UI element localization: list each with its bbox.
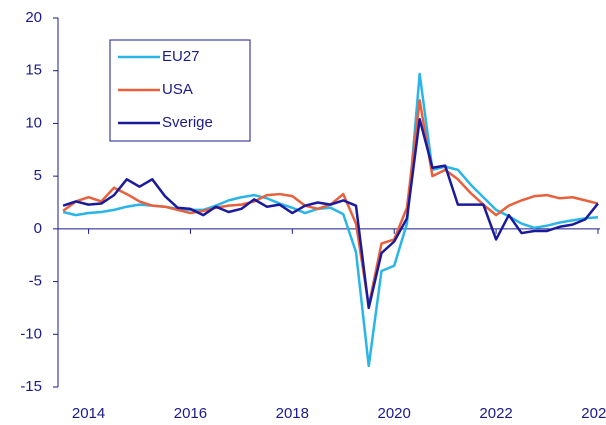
y-tick-label: -5 (29, 273, 42, 290)
x-tick-label: 2016 (174, 405, 207, 422)
legend-label: EU27 (162, 48, 200, 65)
y-tick-label: -15 (20, 378, 42, 395)
x-tick-label: 2018 (276, 405, 309, 422)
series-line (62, 117, 599, 310)
y-tick-label: 0 (34, 220, 42, 237)
legend-label: USA (162, 81, 193, 98)
y-tick-label: 5 (34, 167, 42, 184)
x-tick-label: 2022 (479, 405, 512, 422)
x-tick-label: 2014 (72, 405, 105, 422)
x-tick-label: 2020 (378, 405, 411, 422)
y-tick-label: 15 (25, 62, 42, 79)
x-tick-label: 2024 (581, 405, 606, 422)
legend: EU27 USA Sverige (109, 39, 251, 142)
y-tick-label: 20 (25, 9, 42, 26)
y-tick-label: -10 (20, 325, 42, 342)
y-tick-label: 10 (25, 114, 42, 131)
legend-label: Sverige (162, 114, 213, 131)
